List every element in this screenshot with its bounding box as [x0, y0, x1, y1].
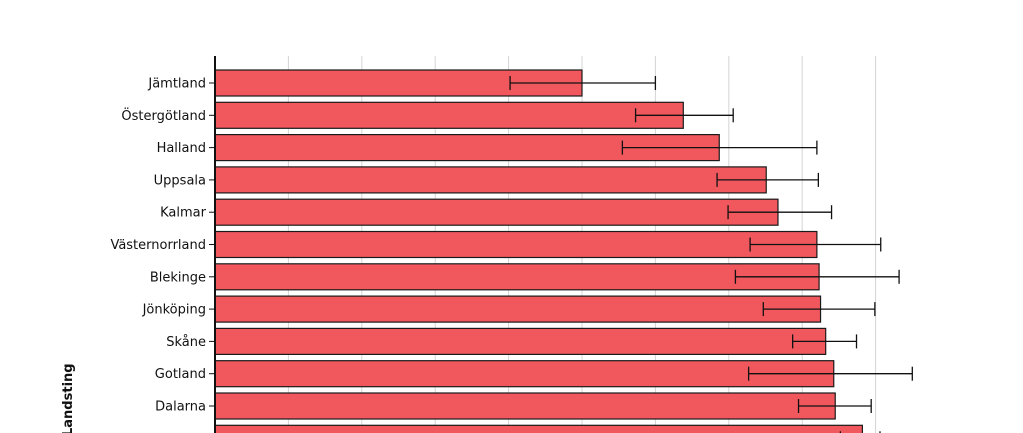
y-axis-title: Landsting: [61, 363, 76, 433]
error-bars-group: [509, 76, 913, 433]
bar: [214, 327, 827, 355]
category-label: Kalmar: [160, 206, 207, 221]
bar: [214, 166, 767, 194]
category-label: Gotland: [155, 367, 206, 382]
bar: [214, 295, 822, 323]
category-label: Uppsala: [154, 173, 206, 188]
y-axis: [209, 56, 216, 433]
category-label: Blekinge: [150, 270, 206, 285]
category-label: Norrbotten: [135, 432, 206, 433]
category-label: Västernorrland: [110, 238, 206, 253]
bar: [214, 424, 863, 433]
bars-group: [214, 69, 863, 433]
category-label: Jönköping: [142, 303, 206, 318]
bar: [214, 101, 684, 129]
category-labels: Jämtland Östergötland Halland Uppsala Kalmar…: [110, 77, 206, 433]
category-label: Skåne: [166, 335, 206, 350]
category-label: Jämtland: [147, 77, 206, 92]
category-label: Dalarna: [155, 400, 206, 415]
category-label: Halland: [157, 141, 206, 156]
bar: [214, 392, 836, 420]
bar: [214, 230, 818, 259]
category-label: Östergötland: [121, 107, 206, 124]
bar: [214, 263, 820, 291]
bar: [214, 360, 835, 388]
bar: [214, 198, 779, 226]
